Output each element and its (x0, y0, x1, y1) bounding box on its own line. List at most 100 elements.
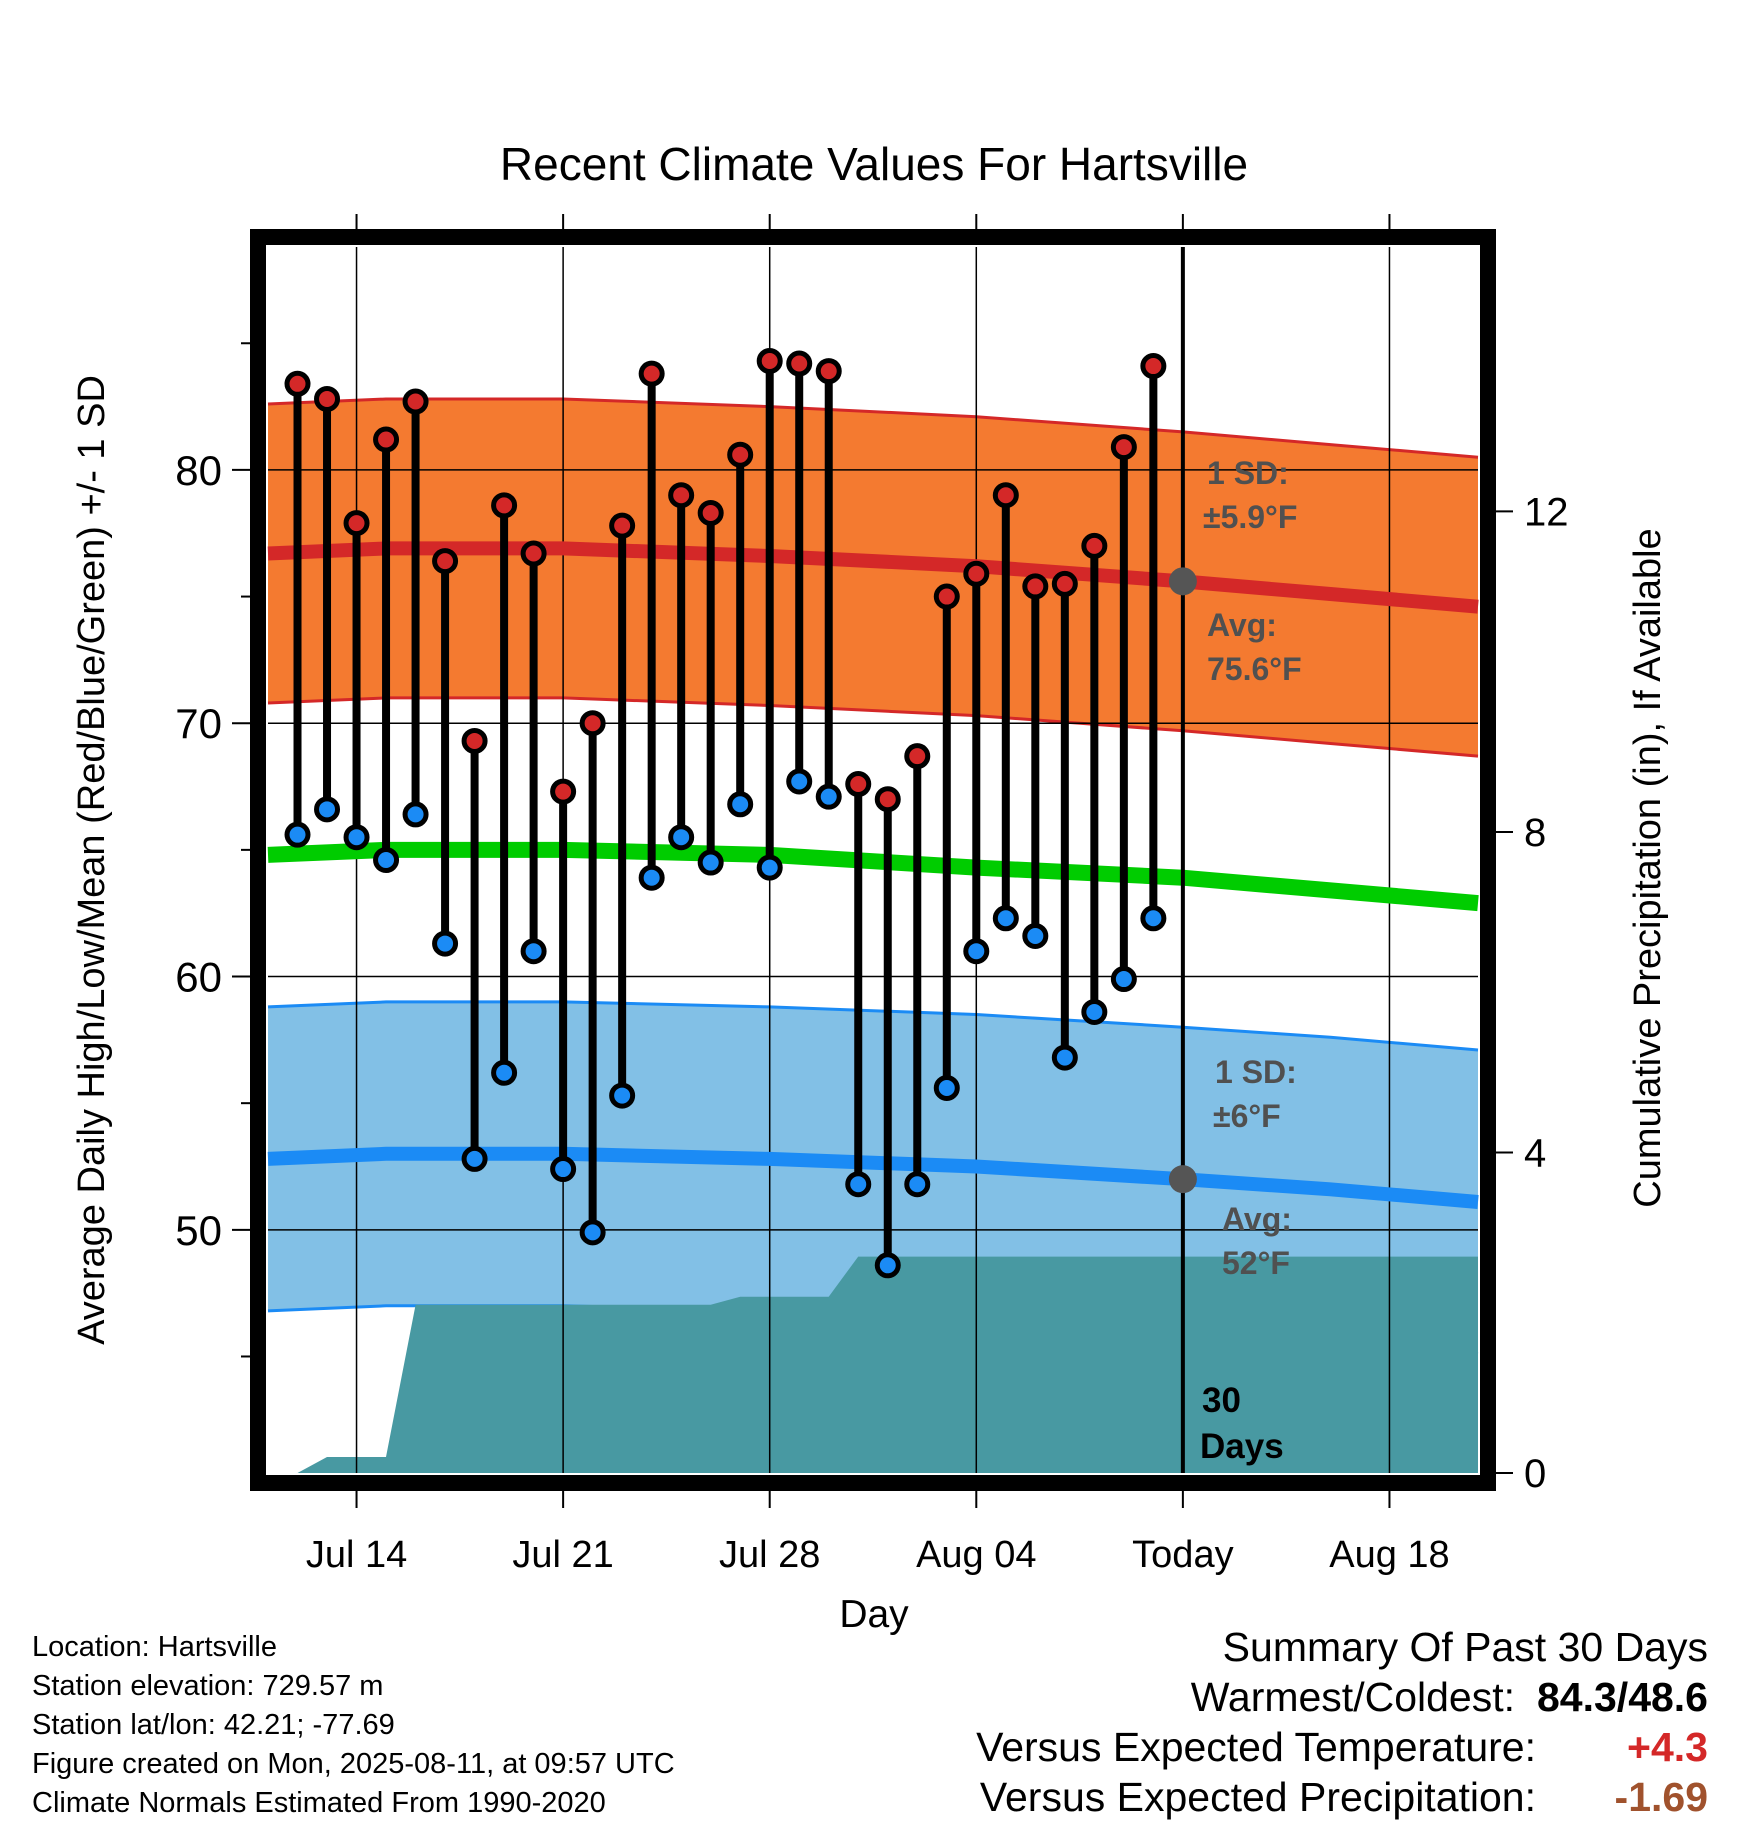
daily-high-point (402, 388, 429, 415)
daily-high-point (520, 540, 547, 567)
daily-low-point (815, 783, 842, 810)
daily-low-point (845, 1171, 872, 1198)
location-text: Location: Hartsville (32, 1631, 277, 1663)
daily-high-point (874, 786, 901, 813)
x-tick-label: Jul 21 (512, 1534, 613, 1576)
y-tick-label: 50 (175, 1207, 222, 1254)
precip-diff-label: Versus Expected Precipitation: (979, 1774, 1536, 1820)
y2-tick-label: 12 (1524, 490, 1569, 534)
daily-low-point (314, 796, 341, 823)
y-tick-label: 70 (175, 700, 222, 747)
warm-cold-label: Warmest/Coldest: (1190, 1674, 1515, 1720)
x-tick-label: Jul 14 (306, 1534, 407, 1576)
daily-low-point (668, 824, 695, 851)
daily-high-point (609, 512, 636, 539)
high-avg-label-line1: Avg: (1207, 607, 1277, 643)
low-sd-upper-edge (267, 1000, 1479, 1052)
daily-high-point (284, 370, 311, 397)
daily-low-point (904, 1171, 931, 1198)
daily-high-point (904, 743, 931, 770)
y2-tick-label: 8 (1524, 811, 1546, 855)
daily-low-point (1110, 966, 1137, 993)
y-tick-label: 60 (175, 954, 222, 1001)
daily-low-point (579, 1219, 606, 1246)
today-low-avg-marker (1168, 1165, 1197, 1194)
daily-high-point (845, 771, 872, 798)
daily-low-point (638, 864, 665, 891)
low-sd-label-line2: ±6°F (1213, 1098, 1281, 1134)
warm-cold-value: 84.3/48.6 (1537, 1674, 1708, 1720)
daily-low-point (786, 768, 813, 795)
daily-high-point (786, 350, 813, 377)
daily-high-point (756, 347, 783, 374)
daily-low-point (343, 824, 370, 851)
created-text: Figure created on Mon, 2025-08-11, at 09… (32, 1748, 675, 1780)
period-label-line1: 30 (1202, 1381, 1241, 1420)
daily-high-point (1081, 532, 1108, 559)
daily-high-point (373, 426, 400, 453)
chart-title: Recent Climate Values For Hartsville (500, 138, 1248, 190)
daily-high-point (314, 385, 341, 412)
daily-low-point (933, 1074, 960, 1101)
daily-high-point (461, 727, 488, 754)
temp-diff-row: Versus Expected Temperature: +4.3 (976, 1722, 1708, 1772)
daily-low-point (402, 801, 429, 828)
today-high-avg-marker (1168, 567, 1197, 596)
daily-high-point (432, 548, 459, 575)
daily-high-point (933, 583, 960, 610)
normal-low-line (267, 1146, 1479, 1209)
daily-low-point (550, 1156, 577, 1183)
plot-frame (250, 229, 1496, 1491)
x-tick-label: Jul 28 (719, 1534, 820, 1576)
daily-high-point (491, 492, 518, 519)
daily-low-point (1081, 998, 1108, 1025)
high-sd-label-line1: 1 SD: (1207, 455, 1289, 491)
daily-low-point (520, 938, 547, 965)
daily-low-point (1022, 922, 1049, 949)
period-label-line2: Days (1200, 1427, 1284, 1466)
daily-low-point (697, 849, 724, 876)
daily-low-point (609, 1082, 636, 1109)
low-sd-label-line1: 1 SD: (1215, 1054, 1297, 1090)
precip-diff-row: Versus Expected Precipitation: -1.69 (976, 1772, 1708, 1822)
y2-tick-label: 0 (1524, 1452, 1546, 1496)
x-tick-label: Today (1132, 1534, 1233, 1576)
y-tick-label: 80 (175, 447, 222, 494)
normals-text: Climate Normals Estimated From 1990-2020 (32, 1787, 606, 1819)
daily-high-point (638, 360, 665, 387)
daily-high-point (727, 441, 754, 468)
y2-axis-label: Cumulative Precipitation (in), If Availa… (1627, 528, 1669, 1207)
low-avg-label-line2: 52°F (1222, 1245, 1290, 1281)
daily-low-point (1051, 1044, 1078, 1071)
daily-low-point (874, 1252, 901, 1279)
daily-high-point (1051, 570, 1078, 597)
daily-high-point (992, 482, 1019, 509)
high-sd-label-line2: ±5.9°F (1203, 499, 1297, 535)
elevation-text: Station elevation: 729.57 m (32, 1670, 384, 1702)
summary-title: Summary Of Past 30 Days (1222, 1624, 1708, 1670)
daily-high-point (668, 482, 695, 509)
x-axis-label: Day (839, 1593, 909, 1636)
daily-high-point (343, 510, 370, 537)
daily-low-point (284, 821, 311, 848)
daily-high-point (815, 358, 842, 385)
daily-high-point (963, 560, 990, 587)
warm-cold-row: Warmest/Coldest: 84.3/48.6 (976, 1672, 1708, 1722)
daily-low-point (756, 854, 783, 881)
daily-low-point (461, 1145, 488, 1172)
precip-area (268, 1256, 1478, 1473)
normal-mean-line (267, 841, 1479, 912)
daily-low-point (491, 1059, 518, 1086)
summary-panel: Summary Of Past 30 Days Warmest/Coldest:… (976, 1622, 1708, 1822)
temp-diff-value: +4.3 (1627, 1724, 1708, 1770)
daily-low-point (963, 938, 990, 965)
daily-low-point (1140, 905, 1167, 932)
daily-high-point (1022, 573, 1049, 600)
daily-high-point (550, 778, 577, 805)
y-axis-label: Average Daily High/Low/Mean (Red/Blue/Gr… (71, 375, 113, 1345)
daily-low-point (432, 930, 459, 957)
daily-low-point (727, 791, 754, 818)
daily-low-point (373, 847, 400, 873)
precip-diff-value: -1.69 (1614, 1774, 1708, 1820)
